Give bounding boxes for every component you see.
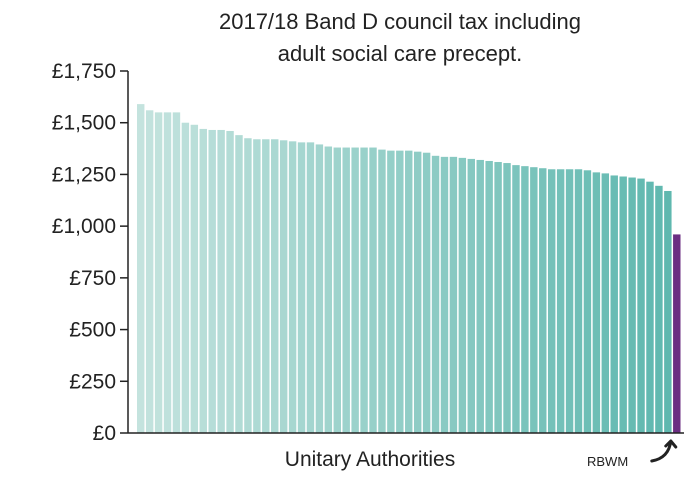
bar (619, 176, 627, 433)
bar (253, 139, 261, 433)
bar (610, 175, 618, 433)
y-tick-label: £1,500 (52, 112, 116, 135)
y-tick-label: £1,250 (52, 163, 116, 186)
bar (387, 150, 395, 433)
bar-highlighted (673, 234, 681, 433)
bar (413, 151, 422, 434)
bar (172, 112, 181, 434)
y-axis: £0 £250 £500 £750 £1,000 £1,250 £1,500 £1,750 (52, 60, 129, 445)
bar (163, 112, 172, 434)
bar (628, 177, 636, 433)
annotation-arrow (650, 439, 678, 463)
bar (217, 129, 225, 433)
bar (137, 104, 145, 433)
bar (288, 141, 297, 433)
chart-title-line-1: 2017/18 Band D council tax including (218, 9, 582, 34)
bar (262, 139, 270, 433)
bar (485, 160, 493, 434)
bar (154, 112, 163, 434)
bar (565, 169, 574, 433)
rbwm-annotation-label: RBWM (587, 454, 629, 469)
bar (333, 147, 341, 434)
y-tick-label: £250 (69, 370, 116, 393)
bar (440, 156, 449, 433)
bar (664, 190, 672, 433)
bar (351, 147, 359, 434)
bar (244, 138, 252, 434)
y-tick-label: £1,000 (52, 215, 116, 238)
bar (601, 173, 610, 433)
y-tick-label: £1,750 (52, 60, 116, 83)
bar (279, 140, 288, 434)
bar (574, 169, 583, 433)
y-tick-label: £500 (69, 319, 116, 342)
bar (530, 167, 538, 433)
bar (547, 169, 556, 433)
bar (396, 150, 404, 433)
bar (208, 129, 216, 433)
bar (235, 135, 243, 433)
bar (306, 142, 315, 433)
bar (145, 110, 154, 434)
bar (583, 170, 592, 434)
bar (181, 122, 190, 434)
bar (521, 166, 529, 433)
bar (324, 146, 333, 433)
bar (512, 165, 520, 433)
x-axis-label: Unitary Authorities (284, 448, 456, 471)
bar (199, 128, 207, 434)
bar (378, 149, 386, 434)
bar (646, 181, 654, 433)
bar (405, 150, 413, 433)
bar (637, 178, 645, 433)
bar (315, 144, 324, 433)
bar (592, 172, 601, 434)
bar (226, 130, 234, 434)
bar (503, 163, 511, 434)
chart-title-line-2: adult social care precept. (277, 41, 523, 66)
bar (449, 156, 458, 433)
bar (556, 169, 565, 433)
bar (422, 152, 431, 433)
bar (431, 155, 440, 433)
bar (271, 139, 279, 433)
y-tick-label: £0 (93, 422, 116, 445)
bars-group (137, 104, 681, 434)
bar (297, 142, 306, 433)
bar (369, 147, 377, 434)
bar (476, 159, 484, 433)
bar (494, 162, 502, 433)
bar (360, 147, 368, 434)
y-tick-label: £750 (69, 267, 116, 290)
bar (458, 157, 467, 433)
bar (539, 168, 547, 433)
bar (342, 147, 350, 434)
bar (655, 185, 663, 433)
bar (190, 124, 199, 433)
bar (467, 158, 475, 433)
